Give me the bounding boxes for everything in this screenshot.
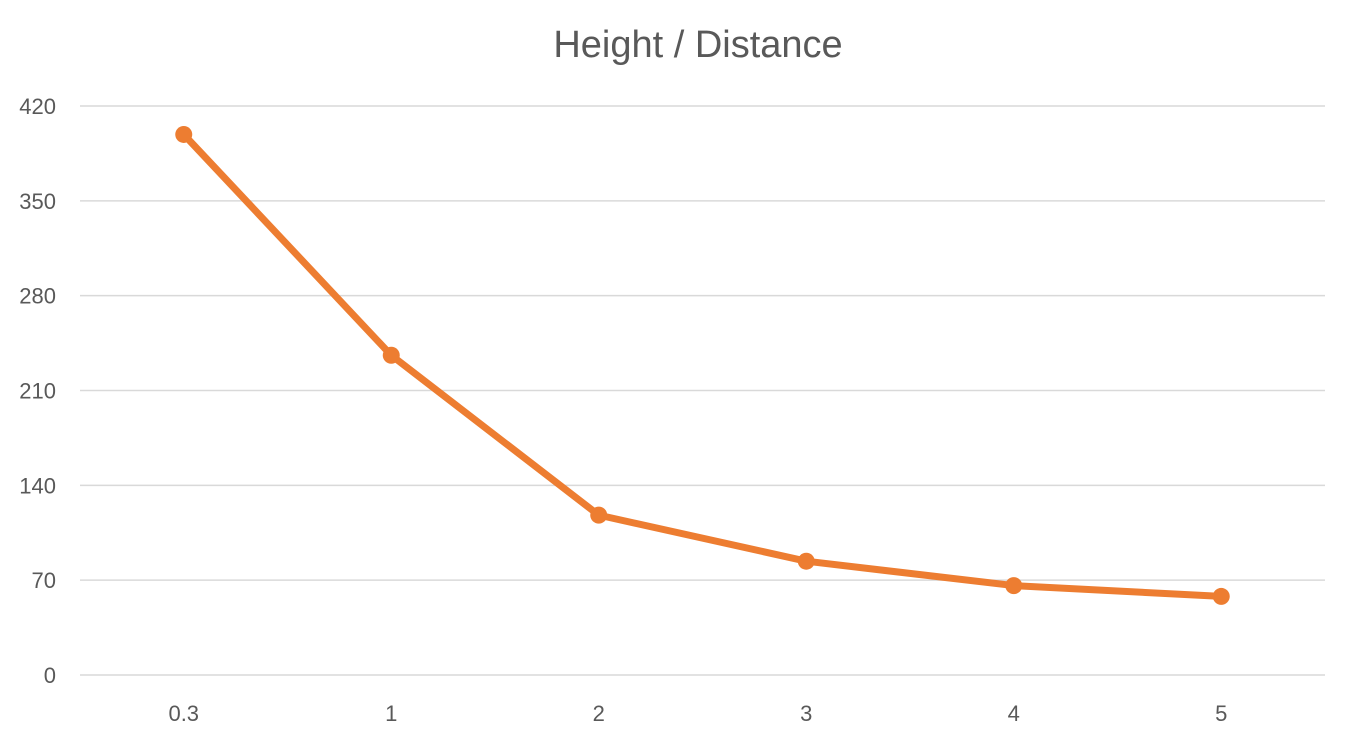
data-point-marker (1005, 577, 1023, 595)
y-tick-label: 350 (19, 189, 56, 214)
gridlines (80, 105, 1325, 676)
y-tick-label: 280 (19, 284, 56, 309)
x-tick-label: 0.3 (168, 701, 199, 726)
y-tick-label: 140 (19, 473, 56, 498)
x-tick-label: 3 (800, 701, 812, 726)
y-tick-label: 210 (19, 379, 56, 404)
x-tick-label: 5 (1215, 701, 1227, 726)
y-axis-tick-labels: 0 70 140 210 280 350 420 (19, 94, 56, 688)
y-tick-label: 70 (32, 568, 56, 593)
series-line (180, 130, 1225, 600)
data-point-marker (590, 506, 608, 524)
chart-title: Height / Distance (553, 24, 842, 66)
data-point-marker (382, 346, 400, 364)
x-tick-label: 1 (385, 701, 397, 726)
y-tick-label: 0 (44, 663, 56, 688)
x-tick-label: 2 (593, 701, 605, 726)
data-point-marker (175, 125, 193, 143)
series-group (175, 125, 1230, 605)
x-axis-tick-labels: 0.3 1 2 3 4 5 (168, 701, 1227, 726)
x-tick-label: 4 (1008, 701, 1020, 726)
data-point-marker (797, 552, 815, 570)
y-tick-label: 420 (19, 94, 56, 119)
data-point-marker (1212, 587, 1230, 605)
